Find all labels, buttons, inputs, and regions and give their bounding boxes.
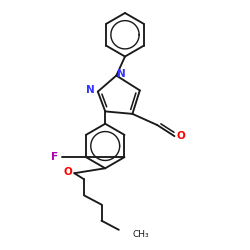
Text: O: O	[63, 167, 72, 177]
Text: F: F	[51, 152, 58, 162]
Text: N: N	[86, 86, 95, 96]
Text: CH₃: CH₃	[132, 230, 149, 239]
Text: N: N	[118, 68, 126, 78]
Text: O: O	[176, 131, 185, 141]
